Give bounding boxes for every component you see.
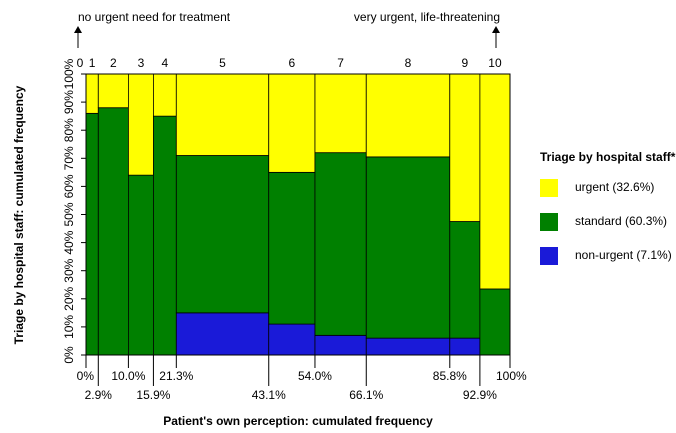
mosaic-cell	[97, 107, 129, 356]
mosaic-cell	[127, 174, 154, 356]
y-tick-label: 80%	[62, 118, 76, 142]
annotation: very urgent, life-threatening	[354, 10, 500, 24]
mosaic-cell	[449, 73, 481, 222]
x-tick-label: 66.1%	[349, 388, 383, 402]
mosaic-cell	[268, 171, 316, 325]
mosaic-cell	[153, 115, 177, 356]
mosaic-cell	[365, 73, 451, 158]
x-tick-label: 2.9%	[85, 388, 113, 402]
mosaic-cell	[97, 73, 129, 109]
annotation: no urgent need for treatment	[78, 10, 231, 24]
legend-swatch	[540, 247, 558, 265]
category-label: 2	[110, 56, 117, 70]
y-tick-label: 30%	[62, 258, 76, 282]
mosaic-cell	[268, 323, 316, 356]
legend-title: Triage by hospital staff*	[540, 150, 676, 164]
y-tick-label: 20%	[62, 286, 76, 310]
x-tick-label: 15.9%	[136, 388, 170, 402]
y-tick-label: 10%	[62, 315, 76, 339]
legend-label: urgent (32.6%)	[575, 180, 654, 194]
y-tick-label: 70%	[62, 146, 76, 170]
x-axis-title: Patient's own perception: cumulated freq…	[163, 414, 433, 428]
legend-swatch	[540, 179, 558, 197]
mosaic-cell	[314, 334, 367, 356]
category-label: 1	[89, 56, 96, 70]
mosaic-cell	[314, 152, 367, 336]
mosaic-cell	[314, 73, 367, 154]
mosaic-cell	[175, 312, 270, 356]
x-tick-label: 100%	[496, 369, 527, 383]
y-tick-label: 50%	[62, 202, 76, 226]
mosaic-cell	[175, 73, 270, 156]
x-tick-label: 92.9%	[463, 388, 497, 402]
category-label: 9	[462, 56, 469, 70]
category-label: 7	[337, 56, 344, 70]
category-label: 5	[219, 56, 226, 70]
y-tick-label: 60%	[62, 174, 76, 198]
category-label: 8	[405, 56, 412, 70]
arrow-head	[492, 26, 500, 33]
x-tick-label: 54.0%	[298, 369, 332, 383]
category-label: 4	[162, 56, 169, 70]
arrow-head	[74, 26, 82, 33]
y-tick-label: 100%	[62, 58, 76, 89]
mosaic-cell	[268, 73, 316, 173]
mosaic-cell	[479, 288, 511, 356]
mosaic-cell	[479, 73, 511, 290]
y-tick-label: 40%	[62, 230, 76, 254]
legend-label: standard (60.3%)	[575, 214, 667, 228]
mosaic-cell	[127, 73, 154, 176]
mosaic-cell	[449, 221, 481, 339]
legend-label: non-urgent (7.1%)	[575, 248, 672, 262]
y-tick-label: 90%	[62, 90, 76, 114]
mosaic-cell	[449, 337, 481, 356]
category-label: 10	[488, 56, 502, 70]
category-label: 6	[289, 56, 296, 70]
x-tick-label: 0%	[77, 369, 95, 383]
mosaic-cell	[365, 156, 451, 339]
y-axis-title: Triage by hospital staff: cumulated freq…	[12, 85, 26, 344]
mosaic-cell	[175, 155, 270, 314]
x-tick-label: 21.3%	[159, 369, 193, 383]
x-tick-label: 43.1%	[252, 388, 286, 402]
category-label: 0	[77, 56, 84, 70]
mosaic-cell	[85, 73, 99, 114]
category-label: 3	[138, 56, 145, 70]
mosaic-cell	[85, 112, 99, 356]
mosaic-cell	[153, 73, 177, 117]
mosaic-cell	[365, 337, 451, 356]
legend-swatch	[540, 213, 558, 231]
y-tick-label: 0%	[62, 346, 76, 364]
x-tick-label: 85.8%	[433, 369, 467, 383]
x-tick-label: 10.0%	[111, 369, 145, 383]
